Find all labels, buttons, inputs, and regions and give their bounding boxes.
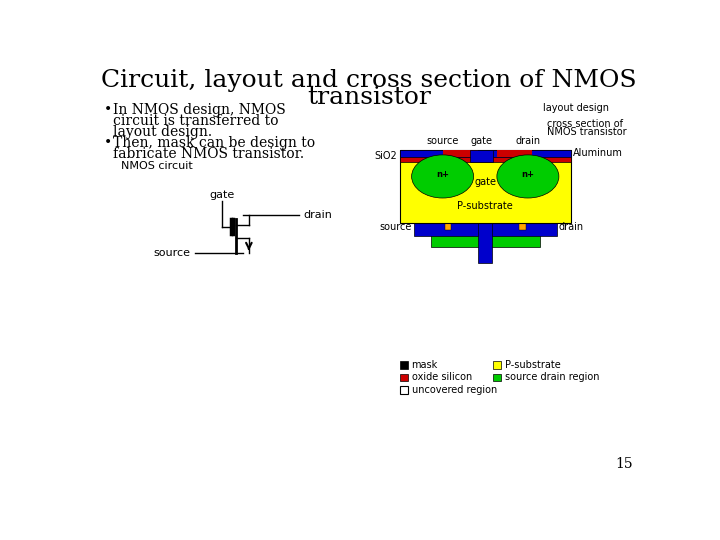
Text: source: source	[154, 248, 191, 259]
Text: source: source	[379, 221, 412, 232]
Bar	[493, 374, 500, 381]
Text: •: •	[104, 137, 112, 151]
Bar	[497, 150, 532, 157]
Bar	[400, 150, 570, 162]
Text: P-substrate: P-substrate	[505, 360, 560, 370]
Bar	[414, 217, 557, 236]
Text: •: •	[104, 103, 112, 117]
Text: Then, mask can be design to: Then, mask can be design to	[113, 137, 315, 151]
Bar	[445, 224, 451, 230]
Bar	[400, 361, 408, 369]
Text: NMOS circuit: NMOS circuit	[121, 161, 193, 171]
Text: source drain region: source drain region	[505, 373, 599, 382]
Bar	[469, 150, 493, 162]
Text: n+: n+	[436, 171, 449, 179]
Text: In NMOS design, NMOS: In NMOS design, NMOS	[113, 103, 286, 117]
Text: NMOS transistor: NMOS transistor	[547, 127, 627, 137]
Text: P-substrate: P-substrate	[457, 201, 513, 211]
Text: gate: gate	[474, 177, 496, 187]
Text: drain: drain	[559, 221, 584, 232]
Text: gate: gate	[470, 137, 492, 146]
Bar	[400, 386, 408, 394]
Text: mask: mask	[412, 360, 438, 370]
Text: n+: n+	[521, 171, 534, 179]
Text: gate: gate	[209, 190, 235, 200]
Text: Aluminum: Aluminum	[573, 148, 623, 158]
Bar	[478, 190, 492, 262]
Bar	[400, 150, 570, 222]
Bar	[493, 361, 500, 369]
Text: source: source	[426, 137, 459, 146]
Text: drain: drain	[516, 137, 541, 146]
Text: uncovered region: uncovered region	[412, 384, 497, 395]
Text: SiO2: SiO2	[374, 151, 397, 161]
Text: transistor: transistor	[307, 85, 431, 109]
Bar	[400, 374, 408, 381]
Text: layout design: layout design	[544, 103, 609, 113]
Text: cross section of: cross section of	[547, 119, 624, 129]
Text: circuit is transferred to: circuit is transferred to	[113, 114, 279, 128]
Bar	[519, 224, 526, 230]
Text: Circuit, layout and cross section of NMOS: Circuit, layout and cross section of NMO…	[102, 69, 636, 92]
Ellipse shape	[497, 155, 559, 198]
Bar	[443, 150, 477, 157]
Bar	[431, 205, 539, 247]
Text: fabricate NMOS transistor.: fabricate NMOS transistor.	[113, 147, 305, 161]
Text: layout design.: layout design.	[113, 125, 212, 139]
Text: oxide silicon: oxide silicon	[412, 373, 472, 382]
Text: drain: drain	[303, 210, 332, 220]
Text: 15: 15	[615, 457, 632, 471]
Ellipse shape	[412, 155, 474, 198]
Bar	[400, 150, 570, 157]
